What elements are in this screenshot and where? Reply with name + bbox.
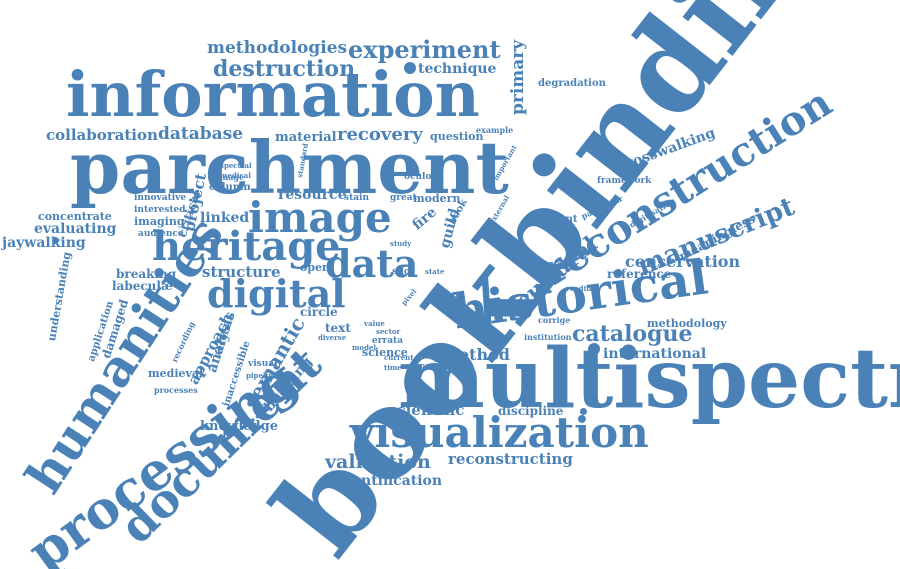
word-science: science <box>362 346 408 359</box>
word-circle: circle <box>300 305 338 319</box>
word-time: time <box>384 363 402 372</box>
word-visual: visual <box>248 359 278 369</box>
word-great: great <box>390 193 417 203</box>
word-validation: validation <box>325 451 431 473</box>
word-sector: sector <box>376 327 401 336</box>
word-resource: resource <box>278 187 347 203</box>
word-imaging: imaging <box>134 215 185 228</box>
word-medieval: medieval <box>148 367 204 380</box>
word-concentrate: concentrate <box>38 210 112 223</box>
word-processes: processes <box>154 385 198 395</box>
word-evaluating: evaluating <box>34 221 117 237</box>
word-innovative: innovative <box>134 193 187 203</box>
word-paper: paper <box>420 361 443 370</box>
word-primary: primary <box>508 39 528 115</box>
word-content: content <box>540 259 571 268</box>
decorative-dot <box>580 408 587 415</box>
word-multispectral: multispectral <box>398 331 900 427</box>
word-international: international <box>603 346 707 362</box>
decorative-dot <box>404 62 416 74</box>
word-interested: interested <box>134 205 186 215</box>
word-silo: silo <box>392 267 410 277</box>
word-parchment: parchment <box>70 125 509 210</box>
word-visualization: visualization <box>350 408 649 457</box>
word-advance: advance <box>498 302 530 311</box>
word-technique: technique <box>418 61 497 77</box>
word-methodology: methodology <box>647 317 727 330</box>
word-labeculae: labeculæ <box>112 279 173 293</box>
word-identification: identification <box>337 473 443 489</box>
word-stain: stain <box>344 193 370 203</box>
word-spectral: spectral <box>220 161 252 170</box>
decorative-dot <box>52 237 59 244</box>
word-institution: institution <box>524 332 572 342</box>
word-diverse: diverse <box>318 333 347 342</box>
word-corrige: corrige <box>538 315 571 325</box>
word-pipeline: pipeline <box>246 371 278 380</box>
word-example: example <box>476 125 514 135</box>
word-text: text <box>325 321 351 335</box>
word-image: image <box>248 193 392 242</box>
word-state: state <box>425 267 445 276</box>
word-reconstructing: reconstructing <box>448 450 573 468</box>
word-breaking: breaking <box>116 267 177 281</box>
word-errata: errata <box>372 336 404 346</box>
word-current: current <box>384 353 414 362</box>
word-audience: audience <box>138 229 184 239</box>
word-database: database <box>158 124 244 144</box>
word-reference: reference <box>607 267 672 281</box>
word-open: open <box>300 261 331 274</box>
word-series: series <box>434 355 458 364</box>
word-collaboration: collaboration <box>46 126 158 144</box>
word-modern: modern <box>413 192 461 205</box>
word-medical: medical <box>220 171 251 180</box>
word-catalogue: catalogue <box>572 321 693 347</box>
word-column: column <box>209 182 251 193</box>
word-oculos: oculos <box>404 172 437 182</box>
word-recovery: recovery <box>337 124 423 145</box>
word-destruction: destruction <box>213 56 356 82</box>
word-discipline: discipline <box>498 404 564 418</box>
word-study: study <box>390 239 412 248</box>
word-jaywalking: jaywalking <box>2 235 86 251</box>
word-value: value <box>364 319 385 328</box>
word-degradation: degradation <box>538 78 606 89</box>
word-experiment: experiment <box>348 35 501 64</box>
word-understanding: understanding <box>45 250 74 343</box>
word-present: present <box>535 214 578 225</box>
word-heritage: heritage <box>152 223 341 270</box>
word-knowledge: knowledge <box>200 419 278 434</box>
decorative-dot <box>588 343 600 355</box>
word-material: material <box>275 130 337 145</box>
word-digital: digital <box>207 271 346 316</box>
word-conservation: conservation <box>625 252 741 271</box>
word-methodologies: methodologies <box>207 38 348 58</box>
word-scientific: scientific <box>388 401 465 419</box>
word-framework: framework <box>597 176 652 186</box>
word-data: data <box>325 241 419 286</box>
word-reading: reading <box>566 284 597 293</box>
word-model: model <box>352 343 377 352</box>
word-linked: linked <box>200 210 250 226</box>
word-structure: structure <box>202 263 281 281</box>
word-question: question <box>430 130 484 143</box>
word-damage: damage <box>209 172 245 182</box>
word-method: method <box>442 345 510 364</box>
